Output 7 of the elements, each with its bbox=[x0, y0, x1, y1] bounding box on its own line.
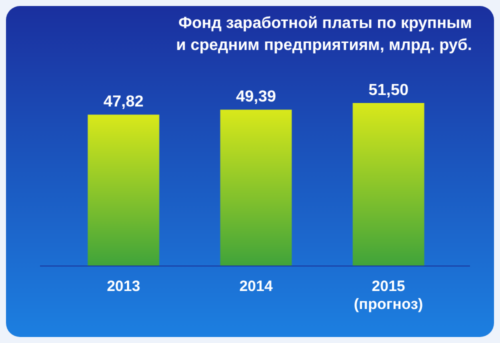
x-tick-label: 2015 (прогноз) bbox=[354, 278, 424, 313]
x-tick-label: 2014 bbox=[239, 278, 274, 295]
data-label: 51,50 bbox=[368, 82, 409, 99]
data-label: 49,39 bbox=[236, 88, 276, 106]
chart-title: Фонд заработной платы по крупным и средним предприятиям, млрд. руб. bbox=[176, 15, 472, 54]
x-tick-label: 2013 bbox=[106, 278, 140, 295]
data-label: 47,82 bbox=[103, 94, 144, 111]
